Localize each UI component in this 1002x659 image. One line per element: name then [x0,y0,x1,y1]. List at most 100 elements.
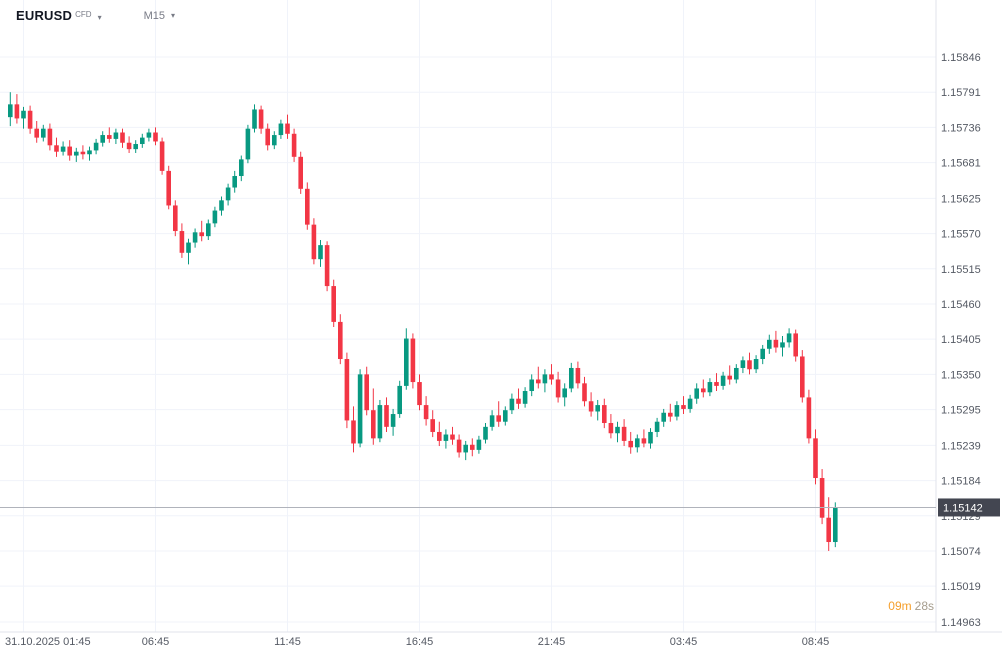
candle-down [80,151,86,155]
candle-up [562,388,567,398]
candle-down [384,405,389,427]
candle-up [503,410,508,422]
price-axis-label: 1.15405 [941,334,981,346]
time-axis-label: 08:45 [802,636,830,648]
price-axis-label: 1.15074 [941,546,981,558]
last-price-badge [938,498,1000,517]
candle-down [747,360,752,370]
candle-down [47,128,53,146]
candle-up [100,135,105,143]
price-axis-label: 1.15295 [941,405,981,417]
candle-down [311,224,317,260]
price-axis-label: 1.15184 [941,476,981,488]
candle-up [212,210,218,224]
candle-down [714,382,719,386]
candle-down [338,321,343,360]
candle-up [186,242,191,253]
candle-down [516,398,521,404]
time-axis-label: 21:45 [538,636,566,648]
candle-down [437,431,442,441]
candle-down [265,128,270,146]
candle-up [239,159,244,177]
instrument-type-label: CFD [75,10,92,19]
candle-down [153,132,158,142]
candle-down [701,388,706,393]
candle-down [120,132,125,143]
symbol-toolbar: EURUSD CFD ▾ M15 ▾ [16,8,175,23]
candle-up [648,431,653,444]
candle-up [522,391,528,404]
symbol-name: EURUSD [16,8,73,23]
candle-up [232,176,237,188]
candle-down [549,374,554,380]
candle-up [654,421,660,432]
candle-up [489,415,495,427]
candle-up [133,144,138,150]
candle-up [753,359,759,370]
candle-up [219,200,224,211]
candle-up [245,128,251,160]
candle-up [390,414,396,427]
candle-up [140,137,145,145]
candle-down [199,232,204,237]
candle-down [773,339,779,348]
price-axis-label: 1.15570 [941,229,981,241]
candle-up [786,333,792,343]
candle-down [126,142,132,150]
candle-down [258,109,264,129]
price-axis-label: 1.15019 [941,581,981,593]
candle-down [410,338,416,383]
time-axis-label: 16:45 [406,636,434,648]
candle-up [93,142,99,151]
candle-down [588,401,594,412]
candle-down [331,286,336,322]
candle-down [344,359,350,421]
candle-up [595,405,600,412]
candle-up [635,438,640,448]
candle-down [470,444,475,450]
countdown-seconds: 28s [914,599,934,613]
candle-up [463,444,468,453]
price-axis-label: 1.15515 [941,264,981,276]
candle-down [179,231,185,253]
time-axis-label: 11:45 [274,636,301,648]
candle-up [443,434,449,441]
candle-up [357,374,363,444]
symbol-selector[interactable]: EURUSD CFD ▾ [16,8,102,23]
candle-down [536,379,541,384]
candle-up [377,405,383,439]
timeframe-selector[interactable]: M15 ▾ [144,10,175,22]
candle-down [166,170,171,206]
candle-down [641,438,647,444]
price-axis-label: 1.15791 [941,87,981,99]
candle-down [285,123,290,134]
candle-down [351,420,356,444]
candle-up [206,223,211,237]
candle-down [819,478,825,518]
candle-up [734,367,739,380]
last-price-badge-text: 1.15142 [943,502,983,514]
candle-up [707,382,713,393]
candle-down [806,397,812,439]
candle-up [8,104,13,118]
candle-up [192,232,198,243]
candle-down [324,245,330,287]
candle-down [800,356,805,398]
chevron-down-icon: ▾ [97,13,102,22]
time-axis-label: 03:45 [670,636,698,648]
candle-down [291,133,297,157]
candle-up [529,379,534,392]
candle-down [54,145,59,152]
candle-down [417,382,422,406]
price-axis-label: 1.15625 [941,193,981,205]
candle-down [27,110,33,129]
time-axis-label: 06:45 [142,636,170,648]
price-axis-label: 1.15460 [941,299,981,311]
candle-up [509,398,515,411]
candle-down [67,146,72,156]
candle-down [727,375,732,380]
candle-up [113,132,119,139]
candle-down [575,367,581,384]
candle-down [430,419,435,432]
